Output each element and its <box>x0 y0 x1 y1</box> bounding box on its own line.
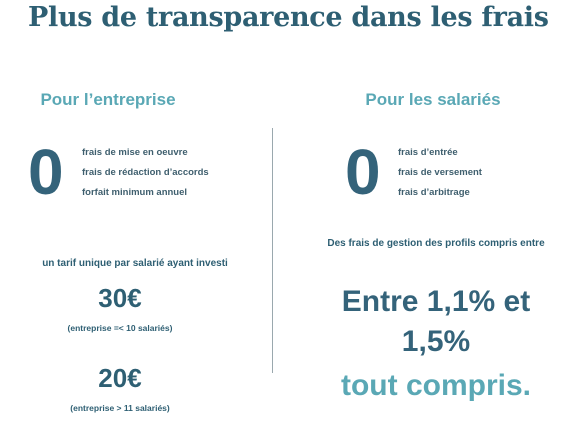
divider <box>272 128 273 373</box>
price-note: (entreprise =< 10 salariés) <box>67 323 173 333</box>
tariff-text: un tarif unique par salarié ayant invest… <box>42 258 228 269</box>
fee-range: Entre 1,1% et <box>341 285 531 318</box>
page-title: Plus de transparence dans les frais <box>28 2 549 33</box>
fee-item: frais de rédaction d’accords <box>82 167 209 178</box>
column-heading: Pour l’entreprise <box>40 90 176 109</box>
management-fee-text: Des frais de gestion des profils compris… <box>327 238 545 249</box>
fee-range: 1,5% <box>401 325 471 358</box>
price: 30€ <box>98 283 142 313</box>
fee-item: forfait minimum annuel <box>82 187 188 198</box>
price-note: (entreprise > 11 salariés) <box>70 403 170 413</box>
fee-item: frais de versement <box>398 167 482 178</box>
emphasis: tout compris. <box>340 369 531 402</box>
big-number: 0 <box>345 136 381 208</box>
fee-item: frais de mise en oeuvre <box>82 147 188 158</box>
fee-item: frais d’entrée <box>398 147 458 158</box>
fee-item: frais d’arbitrage <box>398 187 470 198</box>
column-heading: Pour les salariés <box>365 90 501 109</box>
price: 20€ <box>98 363 142 393</box>
big-number: 0 <box>28 136 64 208</box>
